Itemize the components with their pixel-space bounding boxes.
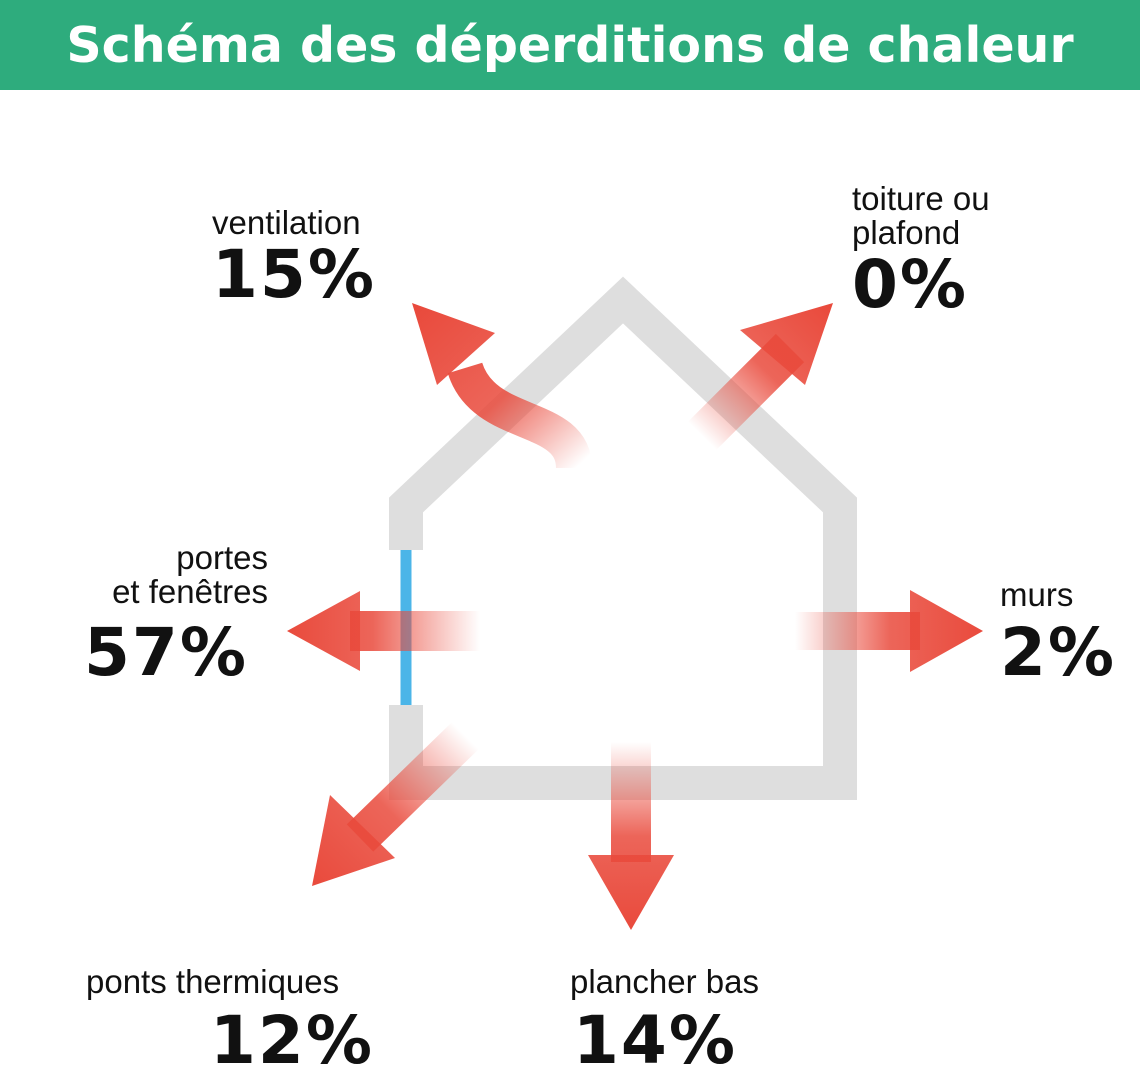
- arrow-toiture: [687, 303, 833, 451]
- label-portes-percent: 57%: [84, 620, 248, 686]
- toiture-percent: 0%: [852, 246, 969, 323]
- plancher-percent: 14%: [573, 1002, 737, 1079]
- label-plancher-percent: 14%: [573, 1008, 737, 1074]
- portes-label-line1: portes: [176, 539, 268, 576]
- portes-label-line2: et fenêtres: [112, 573, 268, 610]
- arrow-portes-head: [287, 591, 360, 671]
- ventilation-label: ventilation: [212, 204, 361, 241]
- murs-label: murs: [1000, 576, 1074, 613]
- plancher-label: plancher bas: [570, 963, 759, 1000]
- arrow-ponts: [312, 721, 480, 886]
- arrow-toiture-shaft: [687, 333, 805, 451]
- label-murs: murs: [1000, 578, 1073, 612]
- title-banner: Schéma des déperditions de chaleur: [0, 0, 1140, 90]
- portes-percent: 57%: [84, 614, 248, 691]
- arrow-portes: [287, 591, 480, 671]
- toiture-label-line1: toiture ou: [852, 180, 990, 217]
- toiture-label-line2: plafond: [852, 214, 961, 251]
- arrow-ventilation: [412, 303, 592, 470]
- arrow-murs: [795, 590, 983, 672]
- arrow-plancher: [588, 742, 674, 930]
- label-ventilation: ventilation 15%: [212, 206, 376, 308]
- ponts-label: ponts thermiques: [86, 963, 340, 1000]
- page-title: Schéma des déperditions de chaleur: [66, 16, 1074, 74]
- label-ponts: ponts thermiques: [86, 965, 339, 999]
- label-ponts-percent: 12%: [210, 1008, 374, 1074]
- label-plancher: plancher bas: [570, 965, 759, 999]
- label-toiture: toiture ou plafond 0%: [852, 182, 990, 318]
- arrow-ponts-head: [312, 795, 395, 886]
- arrow-portes-shaft: [350, 611, 480, 651]
- arrow-ventilation-shaft: [447, 361, 592, 470]
- label-portes: portes et fenêtres: [60, 541, 268, 609]
- arrow-ponts-shaft: [346, 721, 480, 852]
- arrow-murs-shaft: [795, 612, 920, 650]
- arrow-ventilation-head: [412, 303, 495, 385]
- arrow-toiture-head: [740, 303, 833, 385]
- arrow-plancher-head: [588, 855, 674, 930]
- label-murs-percent: 2%: [1000, 620, 1116, 686]
- murs-percent: 2%: [1000, 614, 1117, 691]
- arrow-plancher-shaft: [611, 742, 651, 862]
- ventilation-percent: 15%: [212, 236, 376, 313]
- ponts-percent: 12%: [210, 1002, 374, 1079]
- arrow-murs-head: [910, 590, 983, 672]
